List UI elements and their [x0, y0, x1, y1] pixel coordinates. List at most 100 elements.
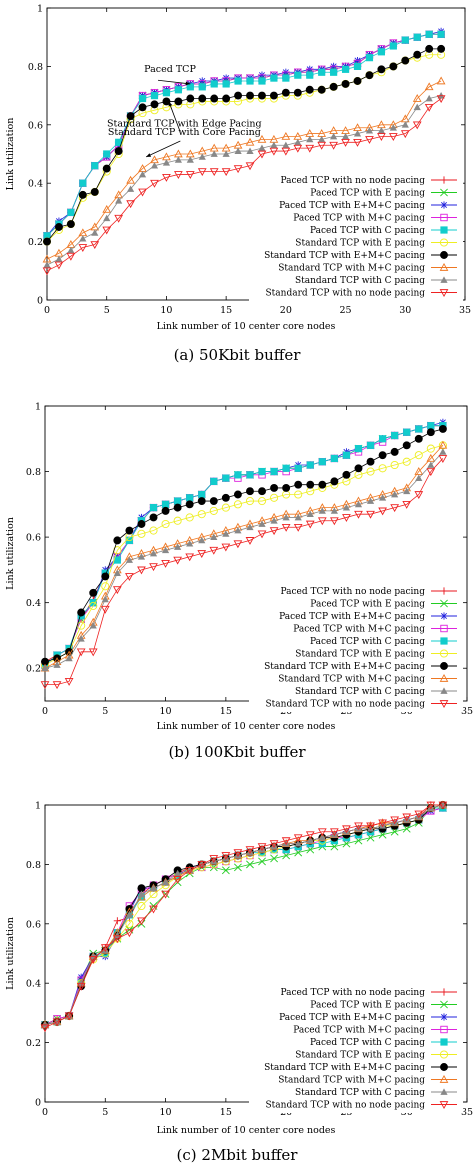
chart-2-series-6-point	[257, 497, 267, 506]
chart-2-legend-marker	[439, 673, 449, 682]
chart-2-series-7-point	[318, 480, 327, 489]
chart-1-series-5-point	[365, 54, 374, 62]
chart-2-series-10-point	[354, 510, 363, 519]
chart-2-legend-marker	[440, 587, 448, 595]
chart-1-series-10-point	[365, 136, 374, 144]
chart-2-series-6-point	[233, 500, 242, 509]
chart-2-x-tick-label: 15	[220, 706, 232, 717]
chart-2-legend-marker	[439, 700, 449, 709]
chart-2-legend-label: Standard TCP with E pacing	[295, 650, 425, 660]
chart-1-series-5-point	[318, 68, 326, 76]
chart-1-series-10-point	[138, 188, 147, 197]
chart-3-series-9-point	[270, 842, 278, 850]
chart-2-series-8-point	[426, 453, 436, 462]
chart-2-series-5-point	[149, 504, 158, 512]
chart-1-series-9-point	[294, 138, 302, 146]
chart-1-series-5-point	[103, 150, 111, 158]
chart-1-annotation-arrowhead	[185, 81, 191, 86]
chart-2-legend-label: Paced TCP with E pacing	[310, 600, 425, 610]
chart-2-series-10-point	[88, 648, 98, 657]
chart-1-series-5-point	[150, 92, 159, 100]
chart-3-series-9-point	[161, 878, 170, 886]
chart-1-legend-marker	[440, 226, 448, 234]
chart-1-x-tick-label: 35	[459, 305, 471, 316]
chart-1-y-tick-label: 0	[37, 296, 43, 307]
chart-1-legend-marker	[440, 188, 448, 197]
chart-2-series-7-point	[149, 513, 158, 522]
chart-2-series-7-point	[41, 657, 49, 666]
chart-2-series-6-point	[173, 516, 182, 525]
chart-1-series-10-point	[317, 141, 327, 150]
chart-1-series-10-point	[209, 168, 219, 177]
chart-3-legend-marker	[440, 1038, 448, 1046]
chart-1-series-9-point	[186, 156, 194, 163]
chart-2-legend-marker	[440, 612, 448, 620]
chart-1-series-7-point	[281, 88, 290, 97]
chart-3-legend-label: Paced TCP with no node pacing	[280, 988, 425, 998]
chart-1-series-10	[42, 95, 446, 276]
chart-1-series-7-point	[258, 91, 266, 100]
chart-1-legend-label: Standard TCP with E pacing	[295, 239, 425, 249]
chart-3-series-10-point	[221, 852, 231, 861]
chart-2-legend-marker	[440, 624, 448, 633]
chart-1-series-10-point	[412, 121, 422, 130]
chart-1-legend-label: Paced TCP with C pacing	[310, 226, 425, 236]
chart-2-series-9-point	[149, 549, 158, 557]
chart-2-series-10-point	[197, 550, 207, 559]
chart-2-series-6-point	[402, 457, 411, 466]
chart-2-x-tick-label: 0	[42, 706, 48, 717]
chart-3-series-10-point	[40, 1024, 50, 1033]
chart-1-series-9-point	[55, 255, 63, 262]
chart-2-series-7-point	[354, 464, 363, 473]
chart-2-series-9-point	[403, 487, 411, 495]
chart-3-series-2-point	[246, 860, 254, 869]
chart-2-series-10-point	[330, 517, 339, 526]
chart-1-series-7-point	[341, 79, 350, 88]
chart-3-legend-label: Standard TCP with E pacing	[295, 1051, 425, 1061]
chart-2-series-5-point	[210, 477, 218, 485]
chart-1-series-10-point	[114, 214, 124, 223]
chart-2-series-5-point	[342, 451, 351, 459]
chart-3-series-10-point	[342, 825, 351, 834]
chart-2-series-9-point	[186, 540, 194, 547]
chart-1-series-10-point	[424, 103, 434, 112]
chart-1-series-7-point	[353, 77, 362, 85]
chart-1-series-9-point	[79, 235, 87, 242]
chart-2-legend-label: Standard TCP with M+C pacing	[278, 675, 425, 685]
chart-3-series-10-point	[293, 834, 303, 843]
chart-2-y-tick-label: 1	[35, 402, 41, 413]
chart-1-annotation-arrow	[168, 101, 181, 133]
chart-1-x-tick-label: 20	[280, 305, 292, 316]
chart-2-series-7-point	[89, 588, 98, 597]
chart-2-series-9-point	[294, 513, 302, 521]
chart-3-legend-label: Standard TCP with M+C pacing	[278, 1076, 425, 1086]
chart-2-series-7-point	[101, 572, 110, 581]
chart-1-series-9-point	[341, 132, 350, 140]
chart-1-series-5-point	[401, 36, 409, 44]
chart-1-series-5-point	[341, 65, 350, 73]
chart-1-legend-label: Standard TCP with E+M+C pacing	[264, 251, 425, 261]
chart-3-series-10-point	[233, 849, 243, 858]
chart-2-series-6-point	[221, 503, 230, 512]
chart-2-series-5-point	[391, 431, 399, 440]
chart-2-series-10-point	[161, 560, 170, 568]
chart-2-series-7-point	[438, 424, 447, 433]
chart-1-series-9-point	[234, 147, 242, 154]
chart-1-series-5-point	[91, 162, 99, 170]
chart-1-series-9-point	[306, 135, 314, 143]
chart-3-legend-background	[249, 984, 463, 1113]
chart-2-series-10-point	[366, 510, 375, 519]
chart-1-legend-label: Paced TCP with E+M+C pacing	[279, 201, 425, 211]
chart-2-y-tick-label: 0.6	[26, 533, 41, 544]
chart-1-y-tick-label: 1	[37, 4, 43, 15]
chart-1-series-9-point	[413, 103, 421, 111]
chart-1-series-10-point	[221, 168, 231, 177]
chart-1-y-tick-label: 0.4	[28, 179, 43, 190]
chart-2-series-7-line	[44, 428, 443, 663]
chart-2-series-10-point	[40, 681, 50, 690]
chart-3-series-2-point	[258, 857, 266, 866]
chart-1-series-8-point	[281, 131, 291, 140]
chart-1-series-7-point	[174, 97, 183, 106]
chart-1-series-7-point	[114, 147, 123, 156]
chart-3-series-9-point	[149, 884, 158, 892]
